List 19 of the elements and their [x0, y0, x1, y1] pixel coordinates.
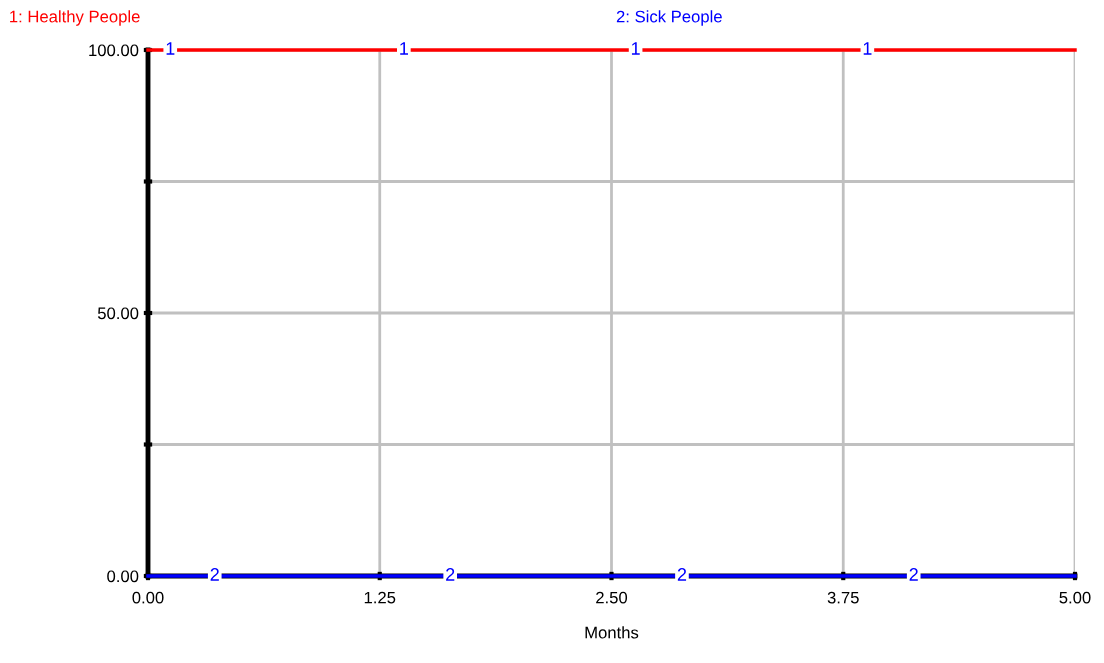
- x-axis-title: Months: [585, 626, 639, 639]
- annotation: 2: [677, 568, 687, 581]
- annotation: 2: [909, 568, 918, 581]
- annotation: 2: [446, 568, 455, 581]
- x-tick-label: 0.00: [132, 591, 164, 604]
- y-tick-label: 100.00: [89, 44, 139, 57]
- x-tick-label: 3.75: [827, 591, 859, 604]
- annotation: 1: [400, 42, 408, 55]
- x-tick-label: 5.00: [1059, 591, 1091, 604]
- annotation: 1: [631, 42, 640, 55]
- annotation: 1: [166, 42, 175, 55]
- x-tick-label: 2.50: [596, 591, 628, 604]
- x-tick-label: 1.25: [364, 591, 396, 604]
- y-tick-label: 50.00: [97, 307, 139, 320]
- series-label: 1: Healthy People: [10, 10, 140, 26]
- text: 2: Sick People: [616, 10, 722, 26]
- annotation: 2: [210, 568, 219, 581]
- y-tick-label: 0.00: [107, 570, 139, 583]
- annotation: 1: [863, 42, 872, 55]
